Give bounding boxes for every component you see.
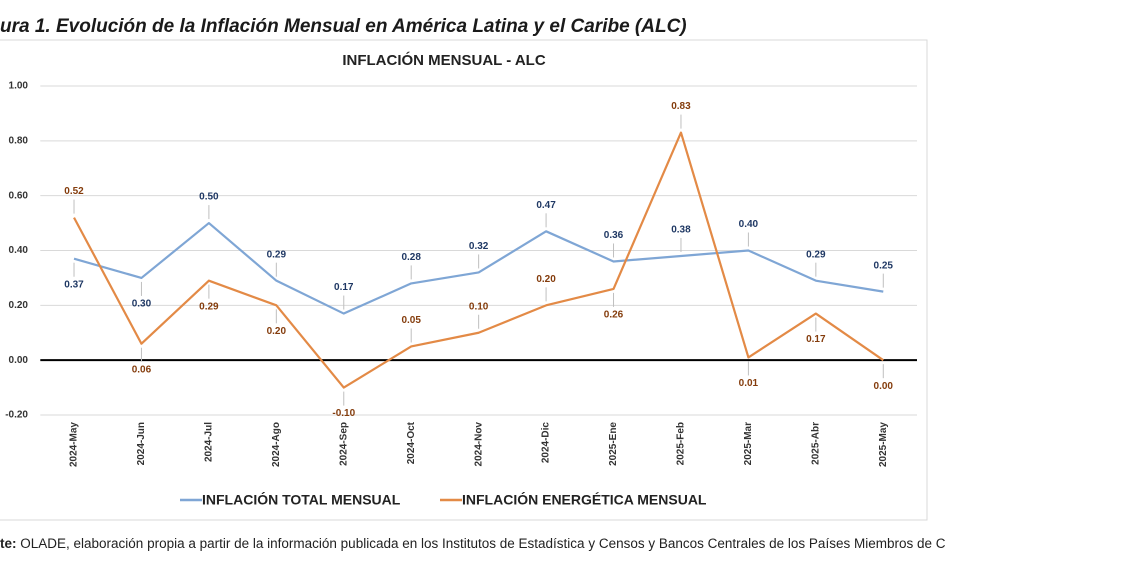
- data-label: -0.10: [332, 408, 355, 419]
- data-label: 0.05: [401, 315, 421, 326]
- x-tick-label: 2025-Mar: [743, 422, 754, 465]
- data-label: 0.20: [536, 274, 556, 285]
- x-tick-label: 2024-Jul: [204, 422, 215, 462]
- y-tick-label: 0.60: [9, 190, 29, 201]
- x-tick-label: 2024-Oct: [406, 421, 417, 464]
- chart-frame: [0, 39, 928, 521]
- data-label: 0.26: [604, 310, 624, 321]
- x-tick-label: 2024-Ago: [271, 422, 282, 467]
- x-tick-label: 2025-Ene: [608, 422, 619, 466]
- data-label: 0.06: [132, 364, 152, 375]
- data-label: 0.29: [806, 249, 826, 260]
- data-label: 0.20: [267, 326, 287, 337]
- y-tick-label: 1.00: [9, 81, 29, 92]
- x-tick-label: 2024-Jun: [136, 422, 147, 465]
- data-label: 0.47: [536, 200, 556, 211]
- data-label: 0.28: [401, 252, 421, 263]
- y-tick-label: -0.20: [5, 410, 28, 421]
- data-label: 0.36: [604, 230, 624, 241]
- x-tick-label: 2024-Nov: [473, 422, 484, 467]
- series-line: [73, 131, 884, 389]
- legend-label: INFLACIÓN ENERGÉTICA MENSUAL: [462, 491, 707, 508]
- data-label: 0.01: [739, 378, 759, 389]
- y-tick-label: 0.20: [9, 300, 29, 311]
- data-label: 0.50: [199, 192, 219, 203]
- data-label: 0.52: [64, 186, 84, 197]
- data-label: 0.17: [334, 282, 354, 293]
- y-tick-label: 0.40: [9, 245, 29, 256]
- data-label: 0.29: [199, 301, 219, 312]
- data-label: 0.29: [267, 249, 287, 260]
- data-label: 0.10: [469, 301, 489, 312]
- legend-label: INFLACIÓN TOTAL MENSUAL: [202, 491, 401, 508]
- series-line: [73, 221, 884, 315]
- data-label: 0.17: [806, 334, 826, 345]
- x-tick-label: 2025-Abr: [810, 422, 821, 465]
- x-tick-label: 2024-May: [69, 422, 80, 467]
- data-label: 0.38: [671, 225, 691, 236]
- source-text: OLADE, elaboración propia a partir de la…: [17, 536, 946, 551]
- data-label: 0.32: [469, 241, 489, 252]
- x-tick-label: 2025-May: [878, 422, 889, 467]
- source-label: te:: [0, 536, 17, 551]
- x-tick-label: 2024-Dic: [541, 422, 552, 464]
- y-tick-label: 0.00: [9, 355, 29, 366]
- x-tick-label: 2024-Sep: [338, 422, 349, 466]
- data-label: 0.25: [874, 260, 894, 271]
- data-label: 0.00: [874, 381, 894, 392]
- figure-caption: ura 1. Evolución de la Inflación Mensual…: [0, 16, 687, 37]
- source-note: te: OLADE, elaboración propia a partir d…: [0, 536, 946, 551]
- chart-title: INFLACIÓN MENSUAL - ALC: [342, 51, 545, 69]
- data-label: 0.83: [671, 101, 691, 112]
- y-tick-label: 0.80: [9, 135, 29, 146]
- data-label: 0.40: [739, 219, 759, 230]
- data-label: 0.37: [64, 279, 84, 290]
- x-tick-label: 2025-Feb: [676, 422, 687, 465]
- data-label: 0.30: [132, 299, 152, 310]
